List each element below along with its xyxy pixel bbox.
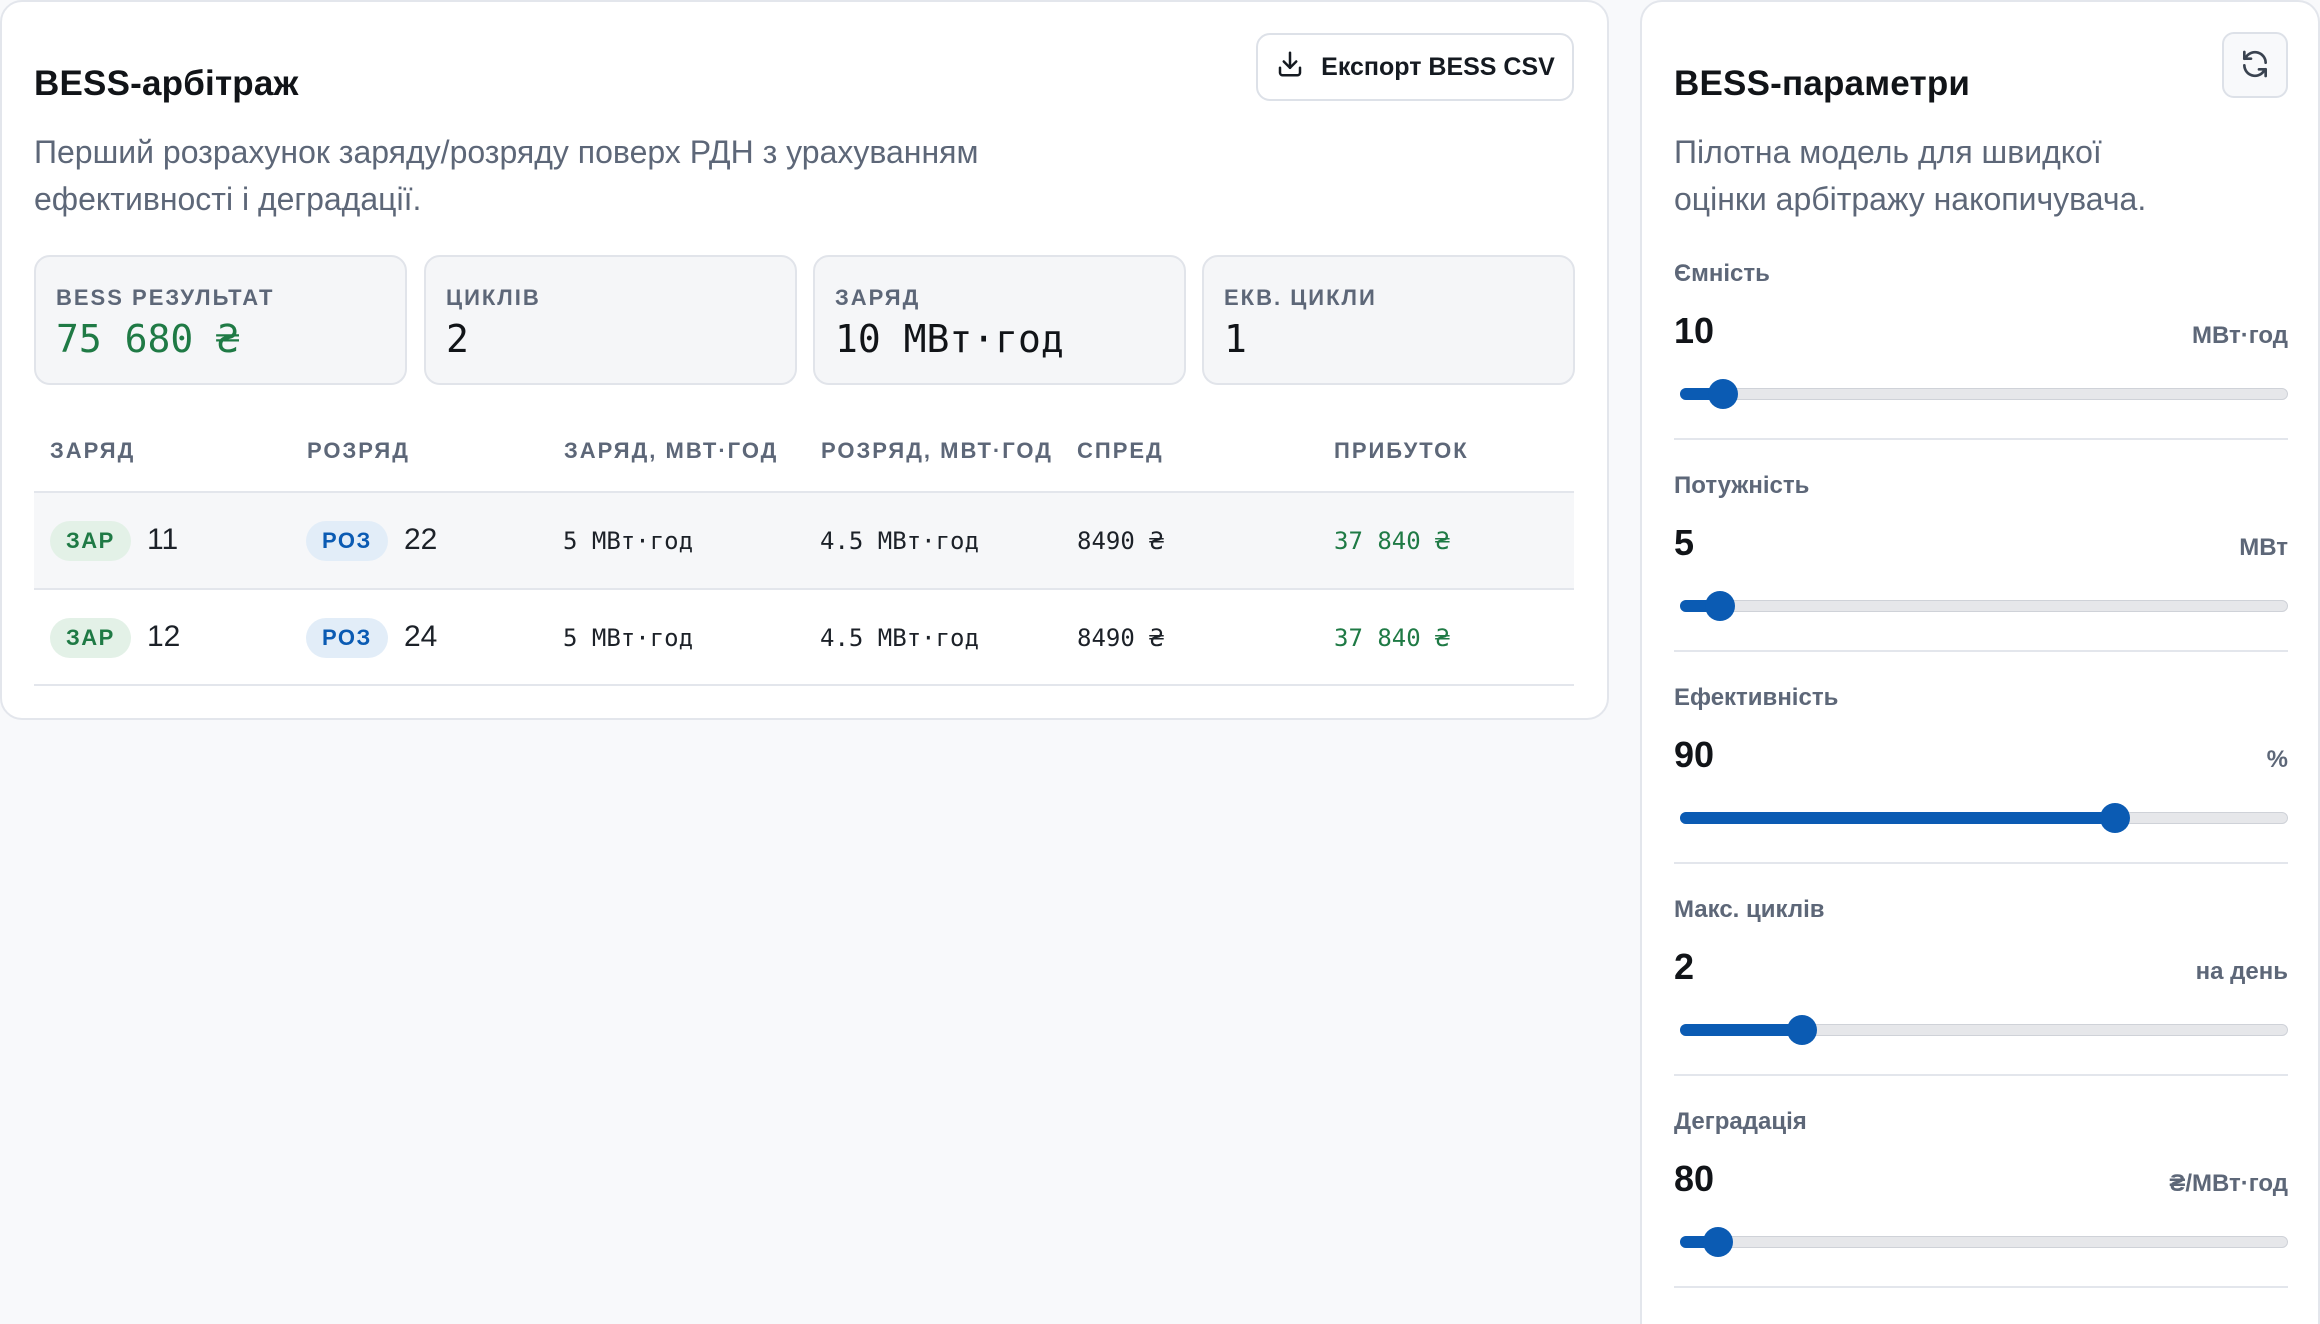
capacity-slider[interactable] [1680,379,2288,409]
degradation-unit: ₴/МВт·год [2169,1170,2288,1197]
stat-label: ЗАРЯД [835,285,921,310]
slider-thumb[interactable] [1786,1015,1817,1045]
profit: 37 840 ₴ [1334,624,1450,652]
spread: 8490 ₴ [1077,527,1164,555]
discharge-badge: РОЗ [306,618,388,658]
max-cycles-label: Макс. циклів [1674,896,1825,923]
stat-value: 2 [446,317,469,361]
table-row: ЗАР 11 РОЗ 22 5 МВт·год 4.5 МВт·год 8490… [34,493,1574,589]
profit: 37 840 ₴ [1334,527,1450,555]
slider-thumb[interactable] [1704,591,1735,621]
slider-fill [1680,812,2115,824]
param-divider [1674,1074,2288,1076]
charge-hour: 12 [147,620,181,653]
stat-value: 10 МВт·год [835,317,1064,361]
stat-label: BESS РЕЗУЛЬТАТ [56,285,275,310]
capacity-label: Ємність [1674,260,1770,287]
charge-mwh: 5 МВт·год [563,527,694,555]
param-divider [1674,862,2288,864]
stat-card-cycles: ЦИКЛІВ 2 [424,255,797,385]
efficiency-slider[interactable] [1680,803,2288,833]
charge-hour: 11 [147,523,179,556]
max-cycles-slider[interactable] [1680,1015,2288,1045]
capacity-unit: МВт·год [2191,322,2288,349]
charge-badge: ЗАР [50,618,131,658]
table-row: ЗАР 12 РОЗ 24 5 МВт·год 4.5 МВт·год 8490… [34,590,1574,686]
reset-params-button[interactable] [2222,32,2288,98]
degradation-slider[interactable] [1680,1227,2288,1257]
capacity-value: 10 [1674,310,1715,351]
param-divider [1674,438,2288,440]
column-header-charge-mwh: ЗАРЯД, МВТ·ГОД [564,438,779,463]
efficiency-label: Ефективність [1674,684,1839,711]
slider-thumb[interactable] [1703,1227,1734,1257]
discharge-hour: 22 [404,523,438,556]
param-divider [1674,650,2288,652]
params-title: BESS-параметри [1674,64,1971,103]
efficiency-value: 90 [1674,734,1715,775]
column-header-discharge-mwh: РОЗРЯД, МВТ·ГОД [821,438,1053,463]
slider-fill [1680,1024,1802,1036]
param-divider [1674,1286,2288,1288]
download-icon [1275,49,1305,86]
slider-track [1680,600,2288,612]
stat-value: 1 [1224,317,1247,361]
column-header-spread: СПРЕД [1077,438,1164,463]
slider-thumb[interactable] [1707,379,1738,409]
params-subtitle-line1: Пілотна модель для швидкої [1674,134,2102,170]
column-header-charge: ЗАРЯД [50,438,136,463]
degradation-value: 80 [1674,1158,1715,1199]
efficiency-unit: % [2266,746,2288,773]
stat-card-equivalent-cycles: ЕКВ. ЦИКЛИ 1 [1202,255,1575,385]
slider-thumb[interactable] [2099,803,2130,833]
power-value: 5 [1674,522,1695,563]
stat-label: ЕКВ. ЦИКЛИ [1224,285,1377,310]
table-divider [34,491,1574,493]
spread: 8490 ₴ [1077,624,1164,652]
power-slider[interactable] [1680,591,2288,621]
discharge-hour: 24 [404,620,438,653]
discharge-badge: РОЗ [306,521,388,561]
export-button-label: Експорт BESS CSV [1321,52,1555,81]
row-divider [34,684,1574,686]
charge-mwh: 5 МВт·год [563,624,694,652]
max-cycles-value: 2 [1674,946,1695,987]
row-divider [34,588,1574,590]
arbitrage-title: BESS-арбітраж [34,64,299,103]
params-subtitle-line2: оцінки арбітражу накопичувача. [1674,181,2147,217]
slider-track [1680,388,2288,400]
charge-badge: ЗАР [50,521,131,561]
arbitrage-subtitle-line2: ефективності і деградації. [34,181,422,217]
bess-params-card [1640,0,2320,1324]
discharge-mwh: 4.5 МВт·год [820,624,979,652]
arbitrage-subtitle-line1: Перший розрахунок заряду/розряду поверх … [34,134,979,170]
power-label: Потужність [1674,472,1810,499]
discharge-mwh: 4.5 МВт·год [820,527,979,555]
refresh-icon [2239,48,2271,83]
stat-label: ЦИКЛІВ [446,285,541,310]
export-bess-csv-button[interactable]: Експорт BESS CSV [1256,33,1574,101]
stat-card-charge: ЗАРЯД 10 МВт·год [813,255,1186,385]
max-cycles-unit: на день [2195,958,2288,985]
stat-card-bess-result: BESS РЕЗУЛЬТАТ 75 680 ₴ [34,255,407,385]
column-header-profit: ПРИБУТОК [1334,438,1469,463]
stat-value: 75 680 ₴ [56,317,240,361]
column-header-discharge: РОЗРЯД [307,438,410,463]
power-unit: МВт [2239,534,2288,561]
slider-track [1680,1236,2288,1248]
degradation-label: Деградація [1674,1108,1807,1135]
